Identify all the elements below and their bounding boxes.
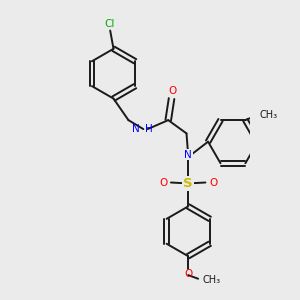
Text: CH₃: CH₃ [259,110,278,120]
Text: Cl: Cl [104,19,114,29]
Text: O: O [184,269,192,279]
Text: N: N [132,124,140,134]
Text: H: H [145,124,153,134]
Text: O: O [209,178,217,188]
Text: CH₃: CH₃ [202,275,220,285]
Text: S: S [183,177,193,190]
Text: O: O [168,86,176,96]
Text: O: O [159,178,167,188]
Text: N: N [184,150,192,160]
